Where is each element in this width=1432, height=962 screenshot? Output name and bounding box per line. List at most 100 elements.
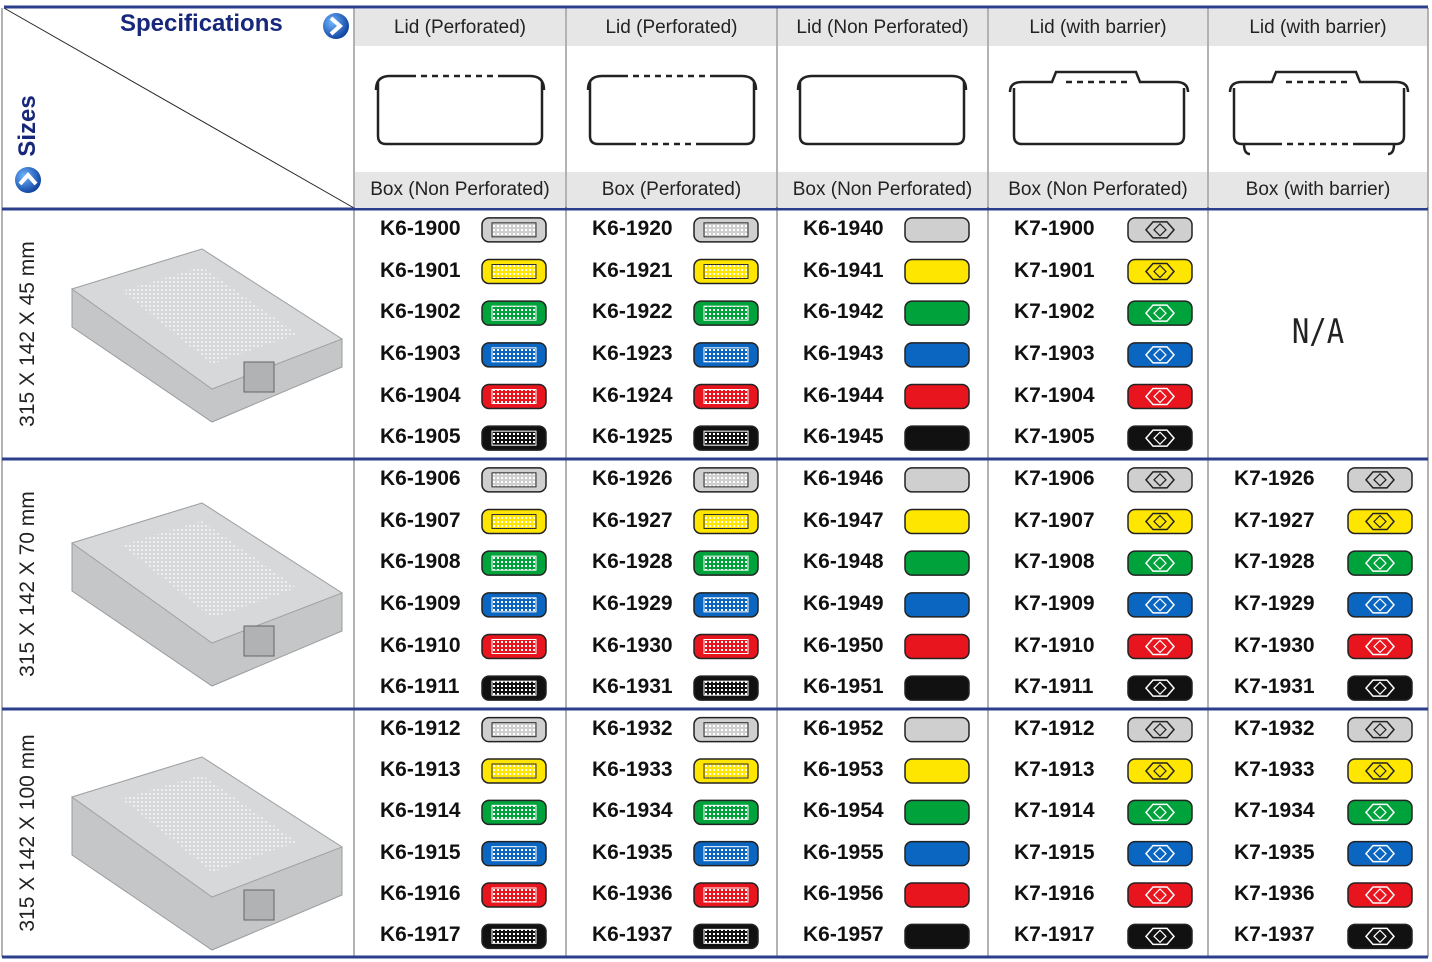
color-swatch — [1347, 508, 1413, 535]
barrier-icon — [1153, 347, 1167, 362]
color-swatch — [1347, 675, 1413, 701]
product-latch — [243, 625, 275, 657]
product-code: K7-1932 — [1234, 716, 1315, 740]
color-swatch — [1127, 342, 1193, 368]
perforation — [703, 846, 749, 862]
product-code: K6-1913 — [380, 758, 461, 781]
barrier-icon — [1373, 722, 1387, 737]
box-label: Box (Non Perforated) — [778, 172, 987, 208]
color-swatch — [1127, 383, 1193, 410]
product-code: K6-1956 — [803, 882, 884, 905]
perforation — [703, 222, 749, 238]
perforation — [491, 472, 537, 488]
perforation — [703, 597, 749, 613]
barrier-icon — [1145, 720, 1175, 739]
barrier-icon — [1373, 639, 1387, 654]
product-code: K6-1911 — [380, 675, 460, 699]
product-code: K7-1901 — [1014, 258, 1095, 282]
perforation — [703, 472, 749, 488]
color-swatch — [904, 467, 970, 493]
product-code: K6-1924 — [592, 383, 673, 407]
box-label: Box (Non Perforated) — [355, 172, 565, 208]
color-swatch — [1347, 799, 1413, 826]
color-swatch — [1347, 923, 1413, 950]
product-code: K7-1928 — [1234, 550, 1315, 574]
color-swatch — [904, 217, 970, 243]
color-swatch — [904, 342, 970, 368]
barrier-icon — [1153, 681, 1167, 696]
color-swatch — [1127, 923, 1193, 950]
product-code: K7-1905 — [1014, 425, 1095, 449]
barrier-icon — [1153, 722, 1167, 737]
product-code: K6-1957 — [803, 923, 884, 947]
color-swatch — [1127, 258, 1193, 285]
arrow-icon — [323, 13, 349, 39]
header-sizes: Sizes — [14, 95, 41, 157]
barrier-icon — [1365, 679, 1395, 697]
product-code: K6-1932 — [592, 716, 673, 740]
product-code: K6-1928 — [592, 550, 673, 574]
color-swatch — [904, 592, 970, 618]
product-code: K6-1943 — [803, 341, 884, 365]
barrier-icon — [1153, 888, 1167, 902]
color-swatch — [1127, 633, 1193, 660]
barrier-icon — [1153, 764, 1167, 778]
barrier-icon — [1373, 888, 1387, 902]
barrier-icon — [1153, 597, 1167, 612]
color-swatch — [904, 716, 970, 743]
perforation — [491, 722, 537, 737]
na-label: N/A — [1291, 312, 1345, 352]
product-code: K7-1931 — [1234, 675, 1315, 699]
barrier-icon — [1145, 554, 1175, 572]
barrier-icon — [1145, 637, 1175, 656]
product-code: K7-1906 — [1014, 466, 1095, 490]
color-swatch — [1127, 425, 1193, 451]
color-swatch — [904, 758, 970, 784]
barrier-icon — [1145, 304, 1175, 322]
color-swatch — [1127, 675, 1193, 701]
color-swatch — [1347, 550, 1413, 576]
product-perforation — [122, 267, 297, 364]
barrier-icon — [1145, 596, 1175, 614]
product-code: K6-1934 — [592, 799, 673, 823]
barrier-icon — [1145, 221, 1175, 239]
barrier-icon — [1373, 472, 1387, 487]
barrier-icon — [1145, 429, 1175, 447]
perforation — [491, 222, 537, 238]
product-latch — [243, 889, 275, 921]
perforation — [703, 555, 749, 571]
product-code: K6-1941 — [803, 258, 884, 282]
product-code: K6-1900 — [380, 216, 461, 240]
perforation — [491, 597, 537, 613]
product-code: K6-1914 — [380, 799, 461, 823]
barrier-icon — [1365, 927, 1395, 946]
product-code: K6-1905 — [380, 425, 461, 449]
barrier-icon — [1153, 264, 1167, 279]
product-code: K7-1936 — [1234, 882, 1315, 905]
perforation — [491, 347, 537, 363]
header-specifications: Specifications — [120, 10, 283, 37]
color-swatch — [904, 882, 970, 908]
color-swatch — [1127, 508, 1193, 535]
product-code: K6-1903 — [380, 341, 461, 365]
product-code: K7-1903 — [1014, 341, 1095, 365]
product-perforation — [122, 521, 297, 618]
product-code: K6-1955 — [803, 840, 884, 864]
product-code: K6-1951 — [803, 675, 884, 699]
product-code: K7-1908 — [1014, 550, 1095, 574]
perforation — [491, 763, 537, 779]
box-label: Box (Non Perforated) — [989, 172, 1207, 208]
perforation — [703, 514, 749, 529]
product-code: K7-1904 — [1014, 383, 1095, 407]
color-swatch — [1127, 716, 1193, 743]
perforation — [703, 472, 749, 488]
barrier-icon — [1365, 471, 1395, 489]
color-swatch — [1347, 716, 1413, 743]
product-code: K6-1954 — [803, 799, 884, 823]
perforation — [491, 389, 537, 404]
product-code: K6-1909 — [380, 591, 461, 615]
barrier-icon — [1365, 720, 1395, 739]
color-swatch — [1347, 592, 1413, 618]
product-code: K7-1933 — [1234, 758, 1315, 781]
